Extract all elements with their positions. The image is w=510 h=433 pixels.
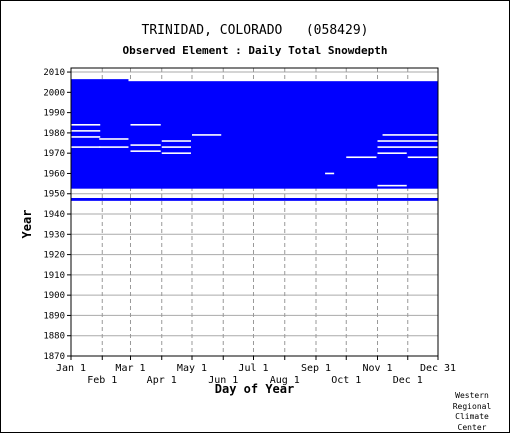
missing-data-gap <box>191 134 222 136</box>
x-tick-label: Dec 31 <box>420 363 456 374</box>
y-axis-label: Year <box>20 209 34 239</box>
plot-border <box>70 67 439 357</box>
y-tick-label: 1940 <box>43 210 65 220</box>
x-tick-label: Dec 1 <box>393 375 423 386</box>
missing-data-gap <box>71 130 101 132</box>
credit-line-3: Climate <box>455 412 489 421</box>
missing-data-gap <box>407 156 438 159</box>
missing-data-gap <box>325 172 335 175</box>
data-coverage-block <box>71 198 438 201</box>
missing-data-gap <box>130 123 161 126</box>
missing-data-gap <box>130 150 161 152</box>
chart-subtitle: Observed Element : Daily Total Snowdepth <box>122 44 388 57</box>
y-tick-label: 1890 <box>43 311 65 321</box>
missing-data-gap <box>377 184 407 187</box>
credit-line-4: Center <box>457 422 487 432</box>
y-tick-label: 1870 <box>43 352 65 362</box>
missing-data-gap <box>99 138 129 140</box>
x-tick-label: Jan 1 <box>56 363 86 374</box>
x-tick-label: Feb 1 <box>87 375 117 386</box>
y-tick-label: 1980 <box>43 129 65 139</box>
x-tick-label: Jun 1 <box>208 375 238 386</box>
y-tick-label: 1960 <box>43 169 65 179</box>
credit-line-2: Regional <box>452 401 492 411</box>
credit-label: Western Regional Climate Center <box>447 391 497 433</box>
x-tick-label: Jul 1 <box>238 363 268 374</box>
y-tick-label: 1910 <box>43 271 65 281</box>
x-tick-label: Nov 1 <box>362 363 392 374</box>
x-tick-label: Aug 1 <box>270 375 300 386</box>
y-tick-label: 1900 <box>43 291 65 301</box>
missing-data-gap <box>130 144 161 146</box>
x-tick-label: May 1 <box>177 363 207 374</box>
y-tick-label: 1880 <box>43 332 65 342</box>
chart-title: TRINIDAD, COLORADO (058429) <box>141 23 369 38</box>
y-tick-label: 1920 <box>43 251 65 261</box>
y-tick-label: 1970 <box>43 149 65 159</box>
y-tick-label: 2000 <box>43 88 65 98</box>
y-tick-label: 1990 <box>43 109 65 119</box>
missing-data-gap <box>71 123 101 126</box>
missing-data-gap <box>382 134 438 136</box>
missing-data-gap <box>99 146 129 148</box>
y-tick-label: 1950 <box>43 190 65 200</box>
x-tick-label: Apr 1 <box>147 375 177 386</box>
missing-data-gap <box>377 140 438 142</box>
missing-data-gap <box>71 146 101 148</box>
data-coverage-block <box>71 81 438 189</box>
y-tick-label: 1930 <box>43 230 65 240</box>
x-tick-label: Oct 1 <box>331 375 361 386</box>
x-tick-label: Sep 1 <box>301 363 331 374</box>
missing-data-gap <box>161 140 191 142</box>
missing-data-gap <box>161 152 191 154</box>
missing-data-gap <box>71 136 101 138</box>
missing-data-gap <box>346 156 377 159</box>
x-axis-label: Day of Year <box>214 382 295 396</box>
missing-data-gap <box>377 146 438 148</box>
missing-data-gap <box>161 146 191 148</box>
y-tick-label: 2010 <box>43 68 65 78</box>
data-coverage-block <box>71 79 129 84</box>
credit-line-1: Western <box>455 391 489 400</box>
missing-data-gap <box>377 152 407 154</box>
x-tick-label: Mar 1 <box>115 363 145 374</box>
